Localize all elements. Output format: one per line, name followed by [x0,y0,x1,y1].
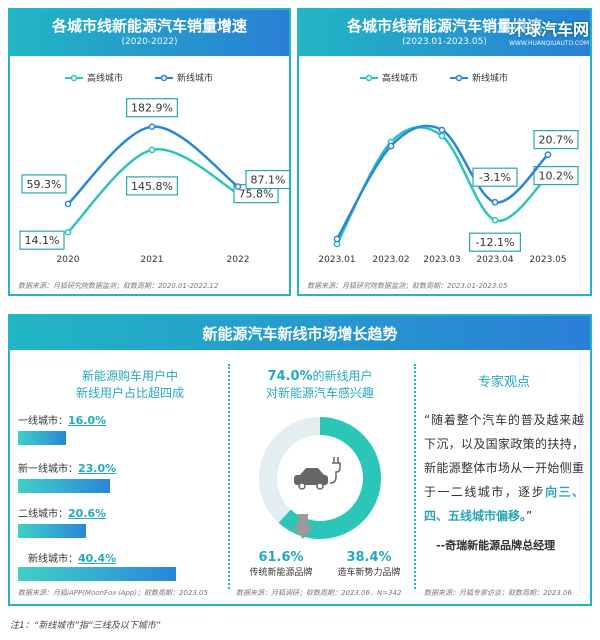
donut-label-traditional: 61.6% 传统新能源品牌 [249,550,313,578]
legend-marker [160,74,168,82]
data-label: 59.3% [27,178,62,191]
divider [228,364,230,589]
data-label: 14.1% [25,234,60,247]
data-label-box [245,169,289,190]
legend-marker [70,74,78,82]
panel-growth-2020-2022: 各城市线新能源汽车销量增速 (2020-2022) 高线城市 新线城市 14.1% 1… [8,8,291,296]
donut-slice-new-force [259,417,321,523]
chart-subtitle: (2020-2022) [121,37,178,47]
chart-source: 数据来源：月狐研究院数据监测；取数周期：2020.01-2022.12 [18,282,219,290]
data-label: 20.7% [539,134,574,147]
city-label-new-tier1: 新一线城市：23.0% [18,462,117,475]
arrow-down-icon [292,514,314,539]
legend-label: 新线城市 [472,72,508,84]
x-tick-label: 2020 [57,255,80,265]
line-chart-2020-2022: 高线城市 新线城市 14.1% 145.8% 75.8% 59.3% 182.9% 87.1%… [19,72,289,265]
expert-author: --奇瑞新能源品牌总经理 [436,539,556,552]
data-point [64,200,72,208]
city-label-new-tier: 新线城市：40.4% [28,552,117,565]
x-tick-label: 2023.01 [318,255,355,265]
watermark-logo: 环球汽车网 WWW.HUANQIUAUTO.COM [508,20,590,47]
legend-label: 新线城市 [177,72,213,84]
data-label-box [19,230,65,250]
legend-label: 高线城市 [382,72,418,84]
data-label-box [21,174,67,194]
panel-title: 新能源汽车新线市场增长趋势 [202,325,398,343]
x-tick-label: 2023.02 [372,255,409,265]
bar-tier2 [18,524,86,538]
expert-quote: “随着整个汽车的普及越来越下沉，以及国家政策的扶持，新能源整体市场从一开始侧重于… [424,413,584,523]
legend-marker [365,74,373,82]
data-label: -3.1% [479,171,511,184]
data-label-box [125,176,178,196]
donut-label-new-force: 38.4% 造车新势力品牌 [337,550,401,578]
chart-subtitle: (2023.01-2023.05) [402,37,487,47]
data-label-box [533,129,579,150]
data-point [64,228,72,236]
bar-tier1 [18,431,66,445]
city-label-tier1: 一线城市：16.0% [18,414,107,427]
donut-source: 数据来源：月狐调研；取数周期：2023.06，N=342 [236,589,402,597]
data-point [234,183,242,190]
data-point [148,123,156,131]
donut-section-title: 74.0%的新线用户 对新能源汽车感兴趣 [265,369,374,400]
divider [414,364,416,589]
data-point [491,198,499,206]
panel-growth-2023: 各城市线新能源汽车销量增速 (2023.01-2023.05) 高线城市 新线城市… [297,8,592,296]
data-label: 145.8% [131,180,173,193]
panel-header: 各城市线新能源汽车销量增速 (2023.01-2023.05) [299,10,590,56]
data-label: -12.1% [476,236,515,249]
x-tick-label: 2023.03 [423,255,460,265]
legend-label: 高线城市 [87,72,123,84]
footnote: 注1：“新线城市”指“三线及以下城市” [10,621,161,631]
data-label: 182.9% [131,102,173,115]
data-point [544,151,552,158]
data-point [387,142,395,150]
data-point [491,216,499,224]
data-point [333,235,341,243]
chart-source: 数据来源：月狐研究院数据监测；取数周期：2023.01-2023.05 [307,282,508,290]
bar-new-tier [18,567,176,581]
expert-title: 专家观点 [477,375,530,390]
donut-chart [259,417,381,539]
panel-header: 新能源汽车新线市场增长趋势 [10,316,590,350]
data-label: 10.2% [539,170,574,183]
data-label: 75.8% [239,188,274,201]
expert-source: 数据来源：月狐专家访谈；取数周期：2023.06 [424,589,572,597]
panel-header: 各城市线新能源汽车销量增速 (2020-2022) [10,10,289,56]
bar-source: 数据来源：月狐iAPP(MoonFox iApp)；取数周期：2023.05 [18,589,208,597]
data-point [438,126,446,134]
bar-new-tier1 [18,479,110,493]
x-tick-label: 2023.05 [529,255,566,265]
data-label-box [472,167,518,187]
data-label: 87.1% [251,174,286,187]
chart-title: 各城市线新能源汽车销量增速 [346,17,542,35]
chart-title: 各城市线新能源汽车销量增速 [51,17,247,35]
x-tick-label: 2022 [227,255,250,265]
data-label-box [533,165,579,186]
bar-section-title: 新能源购车用户中 新线用户占比超四成 [75,369,184,400]
legend-marker [455,74,463,82]
data-point [148,146,156,154]
line-chart-2023: 高线城市 新线城市 -12.1% 10.2% -3.1% 20.7% 2023.01 2023… [318,72,579,265]
data-label-box [469,232,522,252]
data-label-box [125,98,178,118]
x-tick-label: 2021 [141,255,164,265]
panel-new-tier-market: 新能源汽车新线市场增长趋势 新能源购车用户中 新线用户占比超四成 一线城市：16… [8,314,592,606]
city-label-tier2: 二线城市：20.6% [18,507,107,520]
data-point [438,132,446,140]
x-tick-label: 2023.04 [476,255,513,265]
car-charging-icon [294,457,341,490]
